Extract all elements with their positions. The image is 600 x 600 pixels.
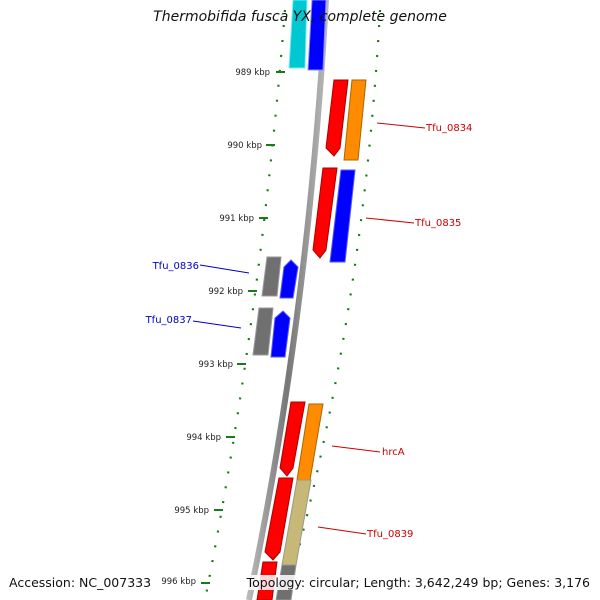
tick-label: 989 kbp <box>235 68 270 78</box>
gene-block-gray[interactable] <box>261 256 282 297</box>
reverse-strand-features[interactable] <box>252 256 299 358</box>
forward-track-band <box>250 10 372 600</box>
tick-label: 990 kbp <box>227 141 262 151</box>
label-leader <box>192 320 242 329</box>
reverse-track-band <box>200 10 335 600</box>
gene-arrow-red[interactable] <box>325 79 349 157</box>
gene-arrow-blue[interactable] <box>270 310 291 358</box>
gene-arrow-red[interactable] <box>264 477 294 561</box>
gene-label[interactable]: hrcA <box>382 447 405 458</box>
genome-summary-text: Topology: circular; Length: 3,642,249 bp… <box>246 575 590 590</box>
gene-block-gray[interactable] <box>252 307 274 356</box>
gene-block-orange[interactable] <box>343 79 367 161</box>
label-leader <box>365 217 415 224</box>
tick-label: 995 kbp <box>174 506 209 516</box>
genome-backbone <box>246 0 329 600</box>
gene-labels-right: Tfu_0834 Tfu_0835 hrcA Tfu_0839 <box>317 122 472 540</box>
label-leader <box>331 445 381 453</box>
gene-arrow-red[interactable] <box>312 167 338 259</box>
label-leader <box>317 526 367 535</box>
gene-labels-left: Tfu_0836 Tfu_0837 <box>145 261 250 329</box>
tick-label: 991 kbp <box>219 214 254 224</box>
tick-label: 993 kbp <box>198 360 233 370</box>
tick-label: 994 kbp <box>186 433 221 443</box>
gene-label[interactable]: Tfu_0835 <box>414 218 461 229</box>
label-leader <box>199 264 250 274</box>
tick-label: 996 kbp <box>161 577 196 587</box>
map-title: Thermobifida fusca YX, complete genome <box>153 9 447 25</box>
feature-tracks <box>200 10 372 600</box>
gene-arrow-blue[interactable] <box>279 259 299 299</box>
kbp-ticks: 989 kbp 990 kbp 991 kbp 992 kbp 993 kbp … <box>161 68 285 587</box>
gene-label[interactable]: Tfu_0837 <box>145 315 192 326</box>
label-leader <box>376 122 426 129</box>
gene-arrow-red[interactable] <box>279 401 306 477</box>
accession-text: Accession: NC_007333 <box>9 575 152 590</box>
tick-label: 992 kbp <box>208 287 243 297</box>
gene-label[interactable]: Tfu_0839 <box>366 529 413 540</box>
gene-block-top-cyan[interactable] <box>288 0 308 69</box>
gene-block-top-blue[interactable] <box>307 0 327 71</box>
gene-block-blue[interactable] <box>329 169 356 263</box>
gene-label[interactable]: Tfu_0834 <box>425 123 472 134</box>
gene-label[interactable]: Tfu_0836 <box>152 261 199 272</box>
